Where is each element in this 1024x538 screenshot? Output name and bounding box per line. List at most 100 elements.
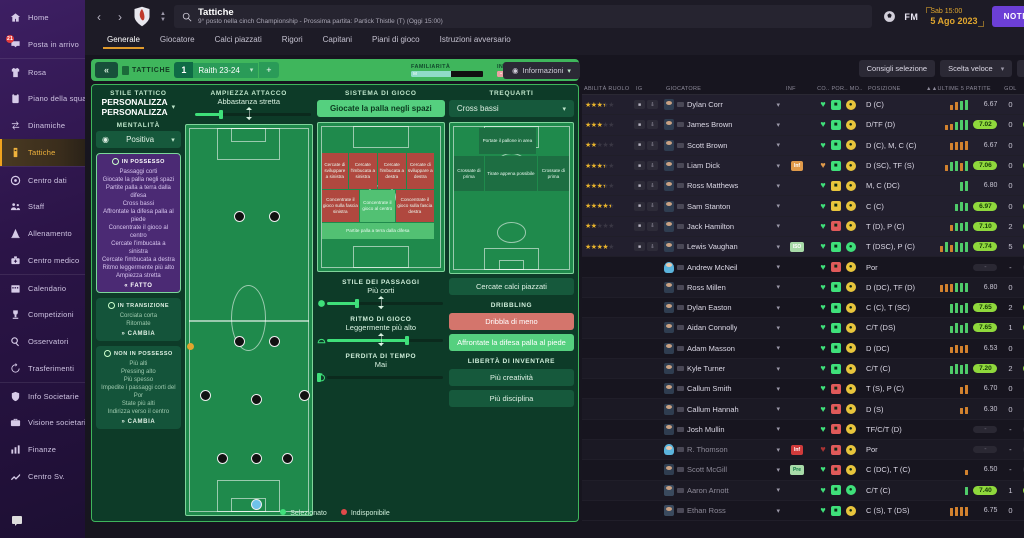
sidebar-item-calendario[interactable]: Calendario [0,274,85,301]
chevron-down-icon[interactable]: ▾ [776,324,780,332]
col-header-player[interactable]: GIOCATORE [666,85,702,92]
chat-icon[interactable] [11,515,24,528]
system-zone-7[interactable]: Partite palla a terra dalla difesa [321,223,434,239]
quick-pick-button[interactable]: Scelta veloce ▾ [940,60,1013,77]
final-third-zone-2[interactable]: Tirate appena possibile [484,156,537,191]
sidebar-item-dinamiche[interactable]: Dinamiche [0,112,85,139]
sidebar-item-rosa[interactable]: Rosa [0,58,85,85]
width-slider[interactable] [185,107,313,120]
collapse-left-icon[interactable]: « [95,62,119,78]
table-row[interactable]: R. Thomson▾Inf♥■●Por--- [582,440,1024,461]
player-name-cell[interactable]: Aaron Arnott ▾ [664,484,784,496]
tab-istruzioni-avversario[interactable]: Istruzioni avversario [439,35,511,44]
system-zone-1[interactable]: Cercate l'imbucata a sinistra [348,153,377,189]
tempo-slider[interactable] [317,333,445,346]
system-zone-0[interactable]: Cercate di sviluppare a sinistra [321,153,348,189]
table-row[interactable]: Ethan Ross▾♥■●C (S), T (DS)6.7506.67 [582,501,1024,522]
info-button[interactable]: ◉ Informazioni ▾ [503,62,580,79]
final-third-zone-1[interactable]: Crossate di prima [453,156,484,191]
ig-cell[interactable]: ■ ⇩ [634,181,664,191]
formation-player-0[interactable] [233,210,245,222]
sidebar-item-centro-sv[interactable]: Centro Sv. [0,463,85,490]
table-row[interactable]: Andrew McNeil▾♥■●Por--- [582,257,1024,278]
table-row[interactable]: ★ ★ ★ ★ ★ ■ ⇩ Liam Dick ▾ Inf ♥ ■ ● D (SC), TF (S) 7.0… [582,155,1024,177]
player-name-cell[interactable]: James Brown ▾ [664,119,784,131]
player-name-cell[interactable]: Ross Millen ▾ [664,281,784,293]
formation-player-5[interactable] [251,394,263,406]
system-zone-4[interactable]: Concentrate il gioco sulla fascia sinist… [321,190,359,222]
table-row[interactable]: ★★★★★■⇩Ross Matthews▾♥■●M, C (DC)6.8006.… [582,176,1024,197]
system-select[interactable]: Giocate la palla negli spazi [316,100,445,117]
sidebar-item-tattiche[interactable]: Tattiche [0,139,85,166]
player-name-cell[interactable]: Lewis Vaughan ▾ [664,241,784,253]
news-button[interactable]: NOTIZIE » [991,6,1024,27]
formation-player-4[interactable] [199,390,211,402]
player-name-cell[interactable]: Andrew McNeil ▾ [664,261,784,273]
sidebar-item-staff[interactable]: Staff [0,193,85,220]
formation-player-2[interactable] [233,335,245,347]
formation-player-8[interactable] [251,452,263,464]
chevron-down-icon[interactable]: ▾ [776,162,780,170]
sidebar-item-info-societarie[interactable]: Info Societarie [0,382,85,409]
table-row[interactable]: ★ ★ ★ ★ ★ ■ ⇩ Scott Brown ▾ ♥ ■ ● D (C), M, C (C) 6.6… [582,135,1024,156]
sidebar-item-centro-medico[interactable]: Centro medico [0,247,85,274]
chevron-down-icon[interactable]: ▾ [776,264,780,272]
final-third-zone-3[interactable]: Crossate di prima [537,156,569,191]
system-zone-5[interactable]: Concentrate il gioco al centro [359,190,395,222]
chevron-down-icon[interactable]: ▾ [776,385,780,393]
take-on-button[interactable]: Affrontate la difesa palla al piede [448,334,575,351]
col-header-position[interactable]: POSIZIONE [868,85,901,92]
sidebar-item-centro-dati[interactable]: Centro dati [0,166,85,193]
ig-cell[interactable]: ■ ⇩ [634,242,664,252]
club-crest-icon[interactable] [133,5,154,28]
ig-cell[interactable]: ■ ⇩ [634,161,664,171]
chevron-down-icon[interactable]: ▾ [776,426,780,434]
tactic-name-select[interactable]: Raith 23-24 ▾ [193,62,259,78]
final-third-select[interactable]: Cross bassi ▾ [448,100,575,117]
chevron-down-icon[interactable]: ▾ [776,466,780,474]
player-name-cell[interactable]: Kyle Turner ▾ [664,363,784,374]
player-name-cell[interactable]: R. Thomson ▾ [664,444,784,456]
player-name-cell[interactable]: Liam Dick ▾ [664,160,784,172]
chevron-down-icon[interactable]: ▾ [776,203,780,211]
formation-pitch[interactable] [184,124,313,516]
more-creative-button[interactable]: Più creatività [448,369,575,386]
table-row[interactable]: Aaron Arnott▾♥■●C/T (C)7.4017.40 [582,480,1024,501]
player-name-cell[interactable]: Ethan Ross ▾ [664,505,784,517]
ig-cell[interactable]: ■ ⇩ [634,120,664,130]
player-name-cell[interactable]: Dylan Easton ▾ [664,302,784,314]
sidebar-item-osservatori[interactable]: Osservatori [0,328,85,355]
chevron-down-icon[interactable]: ▾ [776,345,780,353]
col-header-goals[interactable]: GOL [1004,85,1017,92]
table-row[interactable]: Scott McGill▾Pre♥■●C (DC), T (C)6.50-- [582,460,1024,481]
player-name-cell[interactable]: Aidan Connolly ▾ [664,322,784,334]
time-wasting-slider[interactable] [316,371,445,383]
table-row[interactable]: ★★★★★■⇩Dylan Corr▾♥■●D (C)6.6706.90 [582,95,1024,116]
formation-player-9[interactable] [281,452,293,464]
table-row[interactable]: ★ ★ ★ ★ ★ ■ ⇩ Jack Hamilton ▾ ♥ ■ ● T (D), P (C) 7.10… [582,216,1024,238]
chevron-down-icon[interactable]: ▾ [776,365,780,373]
tab-generale[interactable]: Generale [97,33,150,49]
sidebar-item-competizioni[interactable]: Competizioni [0,301,85,328]
page-title-box[interactable]: Tattiche 9° posto nella cinch Championsh… [173,5,873,28]
formation-player-1[interactable] [268,210,280,222]
out-of-possession-box[interactable]: NON IN POSSESSO Più alti Pressing alto Più… [96,346,181,429]
tab-giocatore[interactable]: Giocatore [159,35,195,44]
table-row[interactable]: Ross Millen▾♥■●D (DC), TF (D)6.8006.88 [582,277,1024,298]
sidebar-item-finanze[interactable]: Finanze [0,436,85,463]
table-row[interactable]: Josh Mullin▾♥■●TF/C/T (D)--- [582,420,1024,441]
sidebar-item-allenamento[interactable]: Allenamento [0,220,85,247]
tab-rigori[interactable]: Rigori [281,35,303,44]
chevron-down-icon[interactable]: ▾ [776,223,780,231]
chevron-down-icon[interactable]: ▾ [776,406,780,414]
system-zone-3[interactable]: Cercate di sviluppare a destra [406,153,434,189]
filter-button[interactable]: Filtra ▾ [1017,60,1024,77]
col-header-last-5-matches[interactable]: ▲▲ULTIME 5 PARTITE [925,85,991,92]
chevron-down-icon[interactable]: ▾ [776,243,780,251]
formation-player-7[interactable] [217,452,229,464]
system-pitch[interactable]: Cercate di sviluppare a sinistra Cercate… [316,122,445,272]
table-row[interactable]: Aidan Connolly▾♥■●C/T (DS)7.6517.50 [582,318,1024,339]
style-select[interactable]: PERSONALIZZA PERSONALIZZA ▾ [96,97,181,117]
sidebar-item-posta-in-arrivo[interactable]: 21 Posta in arrivo [0,31,85,58]
sidebar-item-visione-societaria[interactable]: Visione societaria [0,409,85,436]
